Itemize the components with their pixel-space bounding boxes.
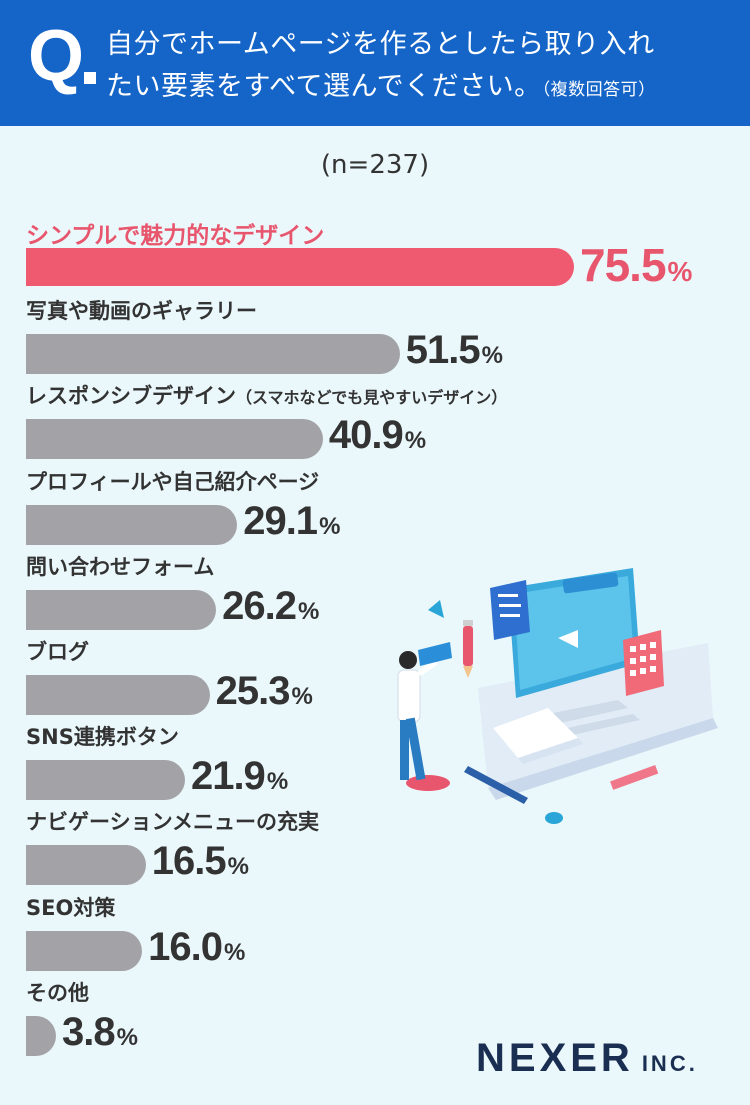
- value-label-7: 21.9%: [191, 754, 288, 799]
- value-number: 75.5: [580, 239, 667, 291]
- value-number: 26.2: [222, 583, 297, 628]
- value-label-3: 40.9%: [329, 413, 426, 458]
- logo-name: NEXER: [476, 1036, 634, 1080]
- value-unit: %: [404, 427, 427, 455]
- pen-icon: [464, 766, 528, 804]
- laptop-icon: [478, 568, 718, 800]
- sample-size: (n=237): [320, 150, 430, 180]
- category-label-5: 問い合わせフォーム: [26, 551, 214, 581]
- pencil-icon: [463, 620, 473, 678]
- category-label-10: その他: [26, 977, 89, 1007]
- bar-2: [26, 334, 400, 375]
- category-name: ナビゲーションメニューの充実: [26, 810, 319, 835]
- document-icon: [490, 580, 530, 640]
- question-header: Q 自分でホームページを作るとしたら取り入れ たい要素をすべて選んでください。（…: [0, 0, 750, 126]
- laptop-illustration: [397, 568, 718, 824]
- question-line-2: たい要素をすべて選んでください。（複数回答可）: [106, 66, 736, 111]
- question-line-1: 自分でホームページを作るとしたら取り入れ: [106, 29, 655, 60]
- category-name: ブログ: [26, 640, 89, 664]
- category-name: シンプルで魅力的なデザイン: [26, 223, 325, 249]
- bar-10: [26, 1015, 56, 1056]
- bar-3: [26, 419, 323, 460]
- person-icon: [397, 642, 452, 791]
- value-label-2: 51.5%: [406, 328, 503, 373]
- value-unit: %: [116, 1023, 138, 1051]
- value-label-10: 3.8%: [62, 1010, 138, 1055]
- bar-5: [26, 589, 217, 630]
- triangle-icon: [428, 600, 444, 618]
- category-label-7: SNS連携ボタン: [26, 721, 179, 751]
- value-number: 16.5: [151, 839, 227, 884]
- question-note: （複数回答可）: [541, 80, 656, 100]
- category-name: 写真や動画のギャラリー: [26, 299, 257, 324]
- category-label-8: ナビゲーションメニューの充実: [26, 806, 319, 836]
- value-number: 40.9: [328, 413, 404, 458]
- value-unit: %: [298, 597, 320, 625]
- value-label-9: 16.0%: [148, 925, 245, 970]
- value-unit: %: [227, 853, 249, 881]
- dot-icon: [545, 812, 563, 824]
- category-note: （スマホなどでも見やすいデザイン）: [236, 388, 508, 408]
- value-number: 16.0: [148, 924, 223, 969]
- ruler-icon: [610, 765, 659, 790]
- category-label-2: 写真や動画のギャラリー: [26, 295, 257, 325]
- value-number: 29.1: [243, 498, 318, 543]
- value-unit: %: [481, 342, 503, 370]
- value-label-8: 16.5%: [152, 839, 249, 884]
- value-unit: %: [223, 938, 246, 966]
- category-label-1: シンプルで魅力的なデザイン: [26, 216, 324, 250]
- value-label-1: 75.5%: [580, 238, 692, 292]
- question-line-2-text: たい要素をすべて選んでください。: [106, 71, 542, 102]
- search-bar-icon: [562, 572, 619, 594]
- category-name: プロフィールや自己紹介ページ: [26, 469, 320, 494]
- value-label-5: 26.2%: [222, 584, 319, 629]
- category-label-6: ブログ: [26, 636, 89, 666]
- bar-1: [26, 248, 574, 286]
- bar-4: [26, 504, 238, 545]
- category-name: 問い合わせフォーム: [26, 554, 215, 579]
- value-unit: %: [291, 683, 313, 710]
- value-number: 3.8: [62, 1009, 116, 1054]
- category-name: SNS連携ボタン: [26, 725, 179, 750]
- value-unit: %: [319, 512, 341, 540]
- value-unit: %: [667, 256, 693, 287]
- logo-suffix: INC.: [641, 1051, 698, 1076]
- bar-9: [26, 930, 143, 971]
- q-dot: [84, 72, 96, 84]
- category-name: その他: [26, 980, 89, 1005]
- category-name: SEO対策: [26, 895, 116, 920]
- calendar-icon: [623, 630, 664, 696]
- question-text: 自分でホームページを作るとしたら取り入れ たい要素をすべて選んでください。（複数…: [106, 24, 736, 111]
- value-label-6: 25.3%: [216, 669, 313, 714]
- value-label-4: 29.1%: [243, 499, 340, 544]
- value-number: 21.9: [190, 754, 266, 799]
- value-unit: %: [266, 768, 289, 796]
- value-number: 51.5: [405, 328, 481, 373]
- category-label-3: レスポンシブデザイン（スマホなどでも見やすいデザイン）: [26, 380, 507, 410]
- category-label-4: プロフィールや自己紹介ページ: [26, 466, 319, 496]
- value-number: 25.3: [215, 669, 291, 713]
- q-mark: Q: [28, 16, 85, 96]
- nexer-logo: NEXER INC.: [476, 1036, 698, 1081]
- bar-8: [26, 845, 146, 886]
- category-name: レスポンシブデザイン: [26, 384, 236, 409]
- category-label-9: SEO対策: [26, 892, 115, 922]
- bar-7: [26, 760, 185, 801]
- bar-6: [26, 675, 210, 715]
